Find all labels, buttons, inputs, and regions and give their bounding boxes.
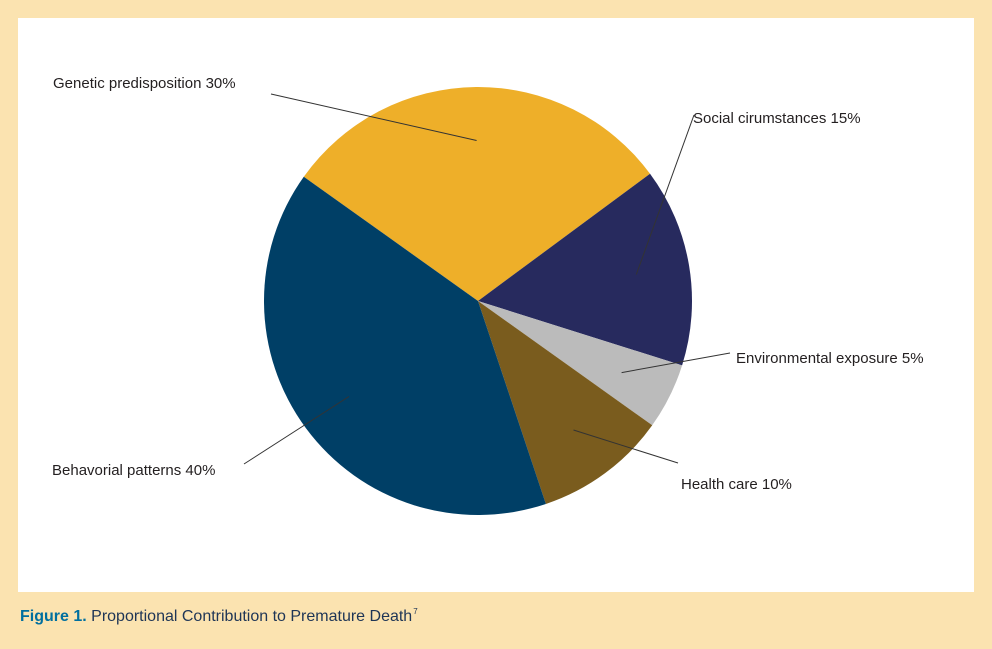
caption-text: Proportional Contribution to Premature D… [91,608,413,625]
pie-slice-genetic-predisposition [303,86,651,302]
leader-line [621,352,731,374]
figure-label: Figure 1. [20,608,87,625]
pie-slice-environmental-exposure [478,301,683,426]
leader-line [573,429,679,464]
chart-panel: Genetic predisposition 30% Social cirumst… [18,18,974,592]
pie-slice-behavorial-patterns [264,176,546,515]
slice-label: Health care 10% [681,476,792,493]
leader-line [243,396,350,465]
slice-label: Social cirumstances 15% [693,110,861,127]
pie-chart: Genetic predisposition 30% Social cirumst… [52,75,924,515]
caption-superscript: 7 [413,607,418,616]
slice-label: Environmental exposure 5% [736,350,924,367]
leader-line [635,114,695,275]
slice-label: Genetic predisposition 30% [53,75,236,92]
figure-caption: Figure 1. Proportional Contribution to P… [20,607,418,626]
pie-slice-social-cirumstances [478,173,693,366]
leader-line [270,93,477,141]
pie-slice-health-care [478,301,653,504]
slice-label: Behavorial patterns 40% [52,462,215,479]
